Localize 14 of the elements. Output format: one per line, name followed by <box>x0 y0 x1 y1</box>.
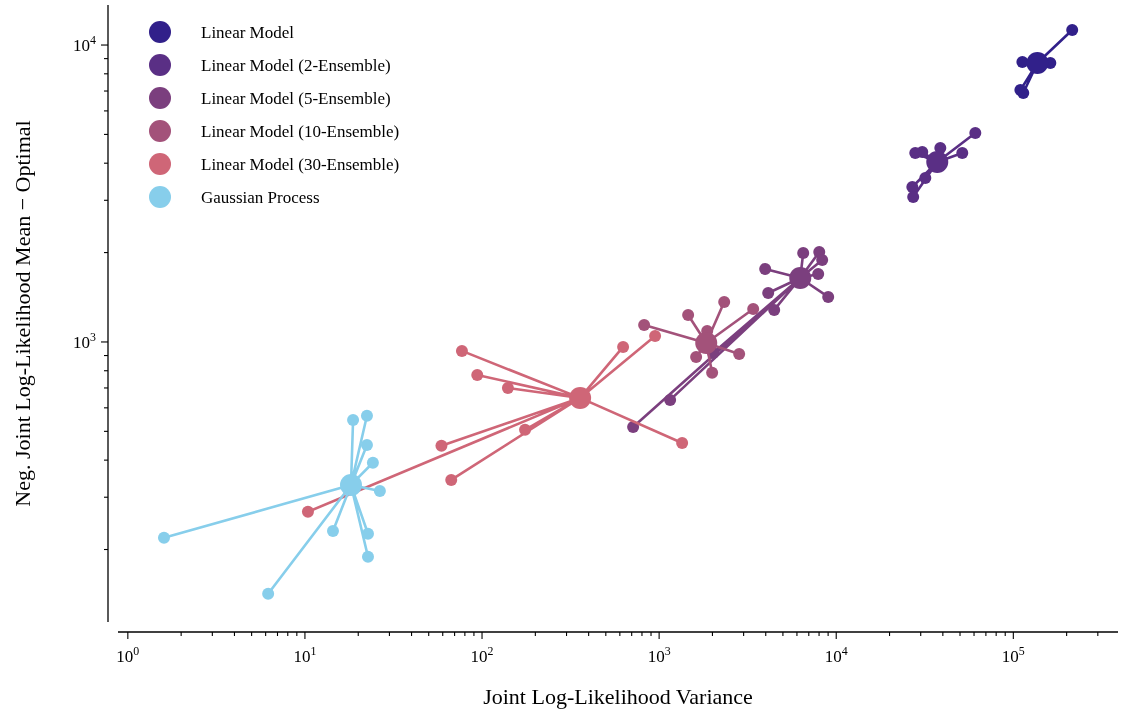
x-tick-label: 10$^{0}$ <box>116 644 140 666</box>
x-axis-title: Joint Log-Likelihood Variance <box>483 684 753 709</box>
legend-label: Linear Model (30-Ensemble) <box>201 155 400 174</box>
y-axis-title: Neg. Joint Log-Likelihood Mean − Optimal <box>10 120 35 507</box>
legend-label: Linear Model (10-Ensemble) <box>201 122 400 141</box>
legend-label: Gaussian Process <box>201 188 320 207</box>
x-tick-label: 10$^{3}$ <box>647 644 671 666</box>
x-tick-label: 10$^{4}$ <box>824 644 848 666</box>
x-tick-label: 10$^{1}$ <box>293 644 317 666</box>
legend-label: Linear Model (2-Ensemble) <box>201 56 391 75</box>
legend-label: Linear Model <box>201 23 295 42</box>
x-tick-label: 10$^{2}$ <box>470 644 494 666</box>
legend-label: Linear Model (5-Ensemble) <box>201 89 391 108</box>
x-tick-label: 10$^{5}$ <box>1001 644 1025 666</box>
